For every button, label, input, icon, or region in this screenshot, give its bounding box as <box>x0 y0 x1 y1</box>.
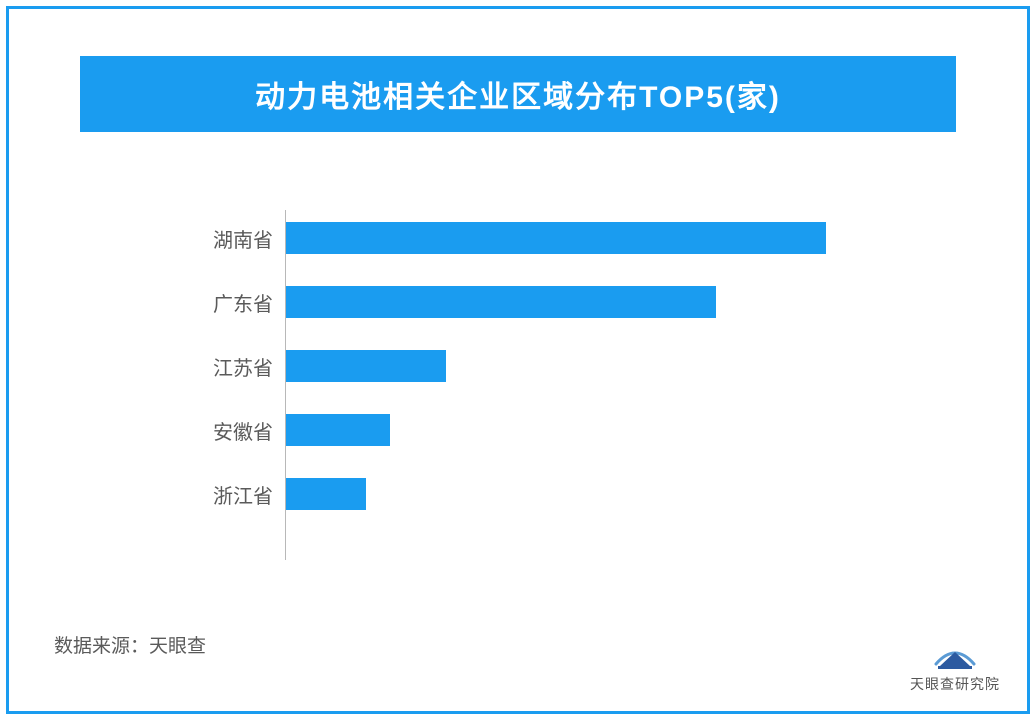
chart-title-banner: 动力电池相关企业区域分布TOP5(家) <box>80 56 956 132</box>
bar-row: 浙江省 <box>200 466 900 522</box>
bar-row: 广东省 <box>200 274 900 330</box>
bar-track <box>285 466 900 522</box>
bar-track <box>285 274 900 330</box>
bar-track <box>285 402 900 458</box>
bar-fill <box>286 350 446 382</box>
tianyancha-logo-icon <box>932 640 978 670</box>
bar-label: 湖南省 <box>200 224 285 253</box>
bar-label: 广东省 <box>200 288 285 317</box>
bar-fill <box>286 286 716 318</box>
watermark-text: 天眼查研究院 <box>910 674 1000 694</box>
bar-row: 江苏省 <box>200 338 900 394</box>
watermark: 天眼查研究院 <box>910 640 1000 694</box>
data-source-label: 数据来源： <box>54 636 149 657</box>
chart-title: 动力电池相关企业区域分布TOP5(家) <box>255 72 781 116</box>
bar-label: 浙江省 <box>200 480 285 509</box>
bar-label: 江苏省 <box>200 352 285 381</box>
bar-row: 安徽省 <box>200 402 900 458</box>
bar-track <box>285 210 900 266</box>
bar-fill <box>286 414 390 446</box>
data-source-value: 天眼查 <box>149 636 206 657</box>
bar-fill <box>286 478 366 510</box>
bar-track <box>285 338 900 394</box>
bar-label: 安徽省 <box>200 416 285 445</box>
bar-row: 湖南省 <box>200 210 900 266</box>
data-source: 数据来源：天眼查 <box>54 631 206 658</box>
bar-fill <box>286 222 826 254</box>
chart-area: 湖南省 广东省 江苏省 安徽省 浙江省 <box>200 210 900 550</box>
